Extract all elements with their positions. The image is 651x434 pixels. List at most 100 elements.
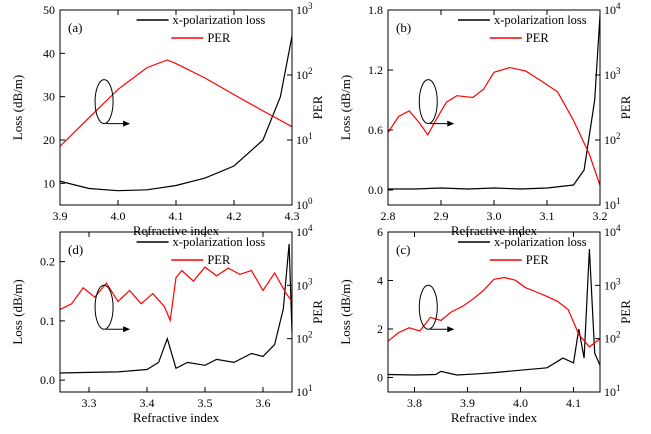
y-tick-label: 0.1 [40,314,55,328]
x-tick-label: 3.9 [53,209,68,223]
y2-tick-exp: 1 [616,383,621,393]
x-tick-label: 4.1 [566,396,581,410]
y2-tick-base: 10 [604,68,616,82]
y2-tick-exp: 3 [616,66,621,76]
y2-tick-base: 10 [604,225,616,239]
y2-tick-label: 101 [296,383,313,399]
y2-tick-label: 103 [604,276,621,292]
y-tick-label: 30 [43,90,55,104]
y2-tick-exp: 1 [616,196,621,206]
y2-tick-exp: 2 [308,330,313,340]
x-axis-label: Refractive index [133,223,220,238]
y2-tick-base: 10 [296,68,308,82]
chart-panel: 3.9 4.0 4.1 4.2 4.31020304050100101102103Ref… [10,1,325,238]
y2-tick-label: 104 [604,223,621,239]
x-tick-label: 3.2 [593,209,608,223]
y2-tick-label: 103 [296,276,313,292]
y2-tick-label: 102 [296,330,313,346]
y2-tick-base: 10 [296,385,308,399]
x-tick-label: 3.8 [407,396,422,410]
series-line-loss [60,35,292,192]
y2-tick-label: 102 [604,131,621,147]
y2-tick-exp: 3 [308,1,313,11]
legend-label-loss: x-polarization loss [173,235,266,249]
x-tick-label: 3.0 [487,209,502,223]
y-tick-label: 50 [43,3,55,17]
y2-tick-exp: 2 [616,131,621,141]
y2-tick-base: 10 [296,278,308,292]
y2-tick-label: 101 [296,131,313,147]
y2-tick-exp: 2 [616,330,621,340]
x-axis-label: Refractive index [451,223,538,238]
x-tick-label: 4.0 [111,209,126,223]
x-tick-label: 4.3 [285,209,300,223]
legend-label-loss: x-polarization loss [173,13,266,27]
series-line-loss [60,243,292,374]
y-tick-label: 1.2 [368,63,383,77]
y-axis-label: Loss (dB/m) [10,279,25,344]
y2-tick-label: 104 [604,1,621,17]
y-tick-label: 2 [377,322,383,336]
plot-frame [59,231,293,393]
y-tick-label: 0.6 [368,123,383,137]
y2-tick-exp: 4 [616,1,621,11]
y2-tick-label: 103 [296,1,313,17]
y2-axis-label: PER [310,95,325,119]
y2-tick-exp: 4 [308,223,313,233]
y-tick-label: 0.2 [40,255,55,269]
annotation-ellipse [418,284,438,330]
x-tick-label: 3.4 [140,396,155,410]
annotation-ellipse [418,79,438,125]
y-axis-label: Loss (dB/m) [10,75,25,140]
x-tick-label: 3.9 [460,396,475,410]
annotation-ellipse [94,79,114,125]
legend-label-loss: x-polarization loss [494,13,587,27]
y-tick-label: 10 [43,176,55,190]
series-line-loss [388,14,600,190]
y-tick-label: 0.0 [40,373,55,387]
y2-tick-base: 10 [604,278,616,292]
y-tick-label: 4 [377,273,383,287]
y2-tick-exp: 1 [308,131,313,141]
y2-tick-base: 10 [296,133,308,147]
y2-axis-label: PER [618,95,633,119]
y2-tick-label: 102 [296,66,313,82]
y-tick-label: 0.0 [368,183,383,197]
y-tick-label: 6 [377,225,383,239]
y2-tick-base: 10 [296,332,308,346]
y2-tick-exp: 0 [308,196,313,206]
panel-label: (d) [68,242,83,257]
y2-tick-label: 101 [604,383,621,399]
x-tick-label: 3.5 [198,396,213,410]
x-tick-label: 2.8 [381,209,396,223]
y2-tick-label: 102 [604,330,621,346]
y2-tick-exp: 4 [616,223,621,233]
y2-tick-base: 10 [604,385,616,399]
annotation-arrowhead [447,120,455,127]
y-axis-label: Loss (dB/m) [338,75,353,140]
x-tick-label: 3.6 [256,396,271,410]
panel-label: (a) [68,20,82,35]
x-axis-label: Refractive index [451,410,538,425]
y2-tick-label: 104 [296,223,313,239]
y-tick-label: 1.8 [368,3,383,17]
y-tick-label: 0 [377,370,383,384]
series-line-per [60,266,292,323]
y-tick-label: 40 [43,46,55,60]
legend-label-per: PER [526,31,550,45]
y2-tick-exp: 3 [308,276,313,286]
series-line-per [60,59,292,147]
series-line-per [388,66,600,186]
y2-tick-exp: 1 [308,383,313,393]
annotation-arrowhead [123,326,131,333]
y2-axis-label: PER [618,300,633,324]
annotation-arrowhead [123,120,131,127]
chart-panel: 3.3 3.4 3.5 3.60.00.10.2101102103104Refract… [10,223,325,425]
y2-tick-base: 10 [604,3,616,17]
annotation-arrowhead [447,326,455,333]
x-tick-label: 4.0 [513,396,528,410]
x-tick-label: 4.1 [169,209,184,223]
legend-label-per: PER [526,253,550,267]
plot-frame [387,231,601,393]
